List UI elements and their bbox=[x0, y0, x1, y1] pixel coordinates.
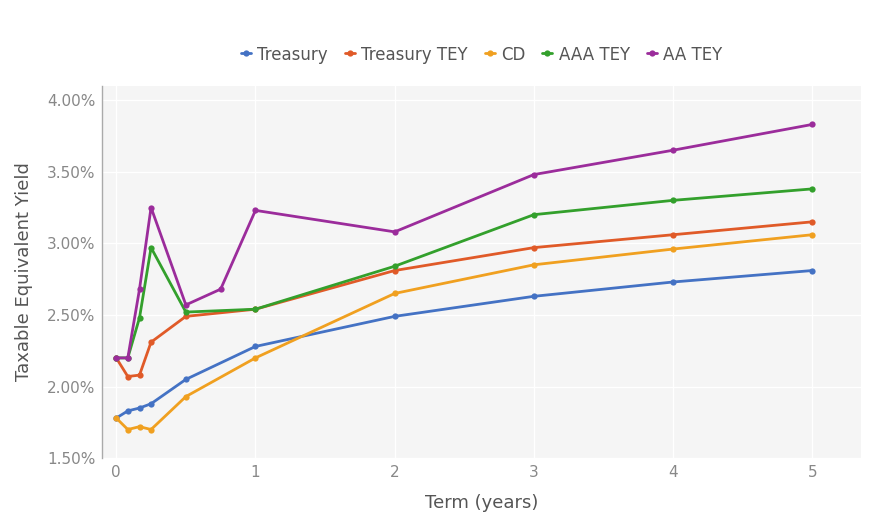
AAA TEY bbox=[111, 355, 122, 361]
Treasury bbox=[807, 267, 817, 274]
AAA TEY bbox=[251, 306, 261, 313]
Treasury bbox=[180, 376, 191, 383]
Treasury TEY bbox=[390, 267, 400, 274]
AA TEY bbox=[123, 355, 133, 361]
Treasury TEY bbox=[180, 313, 191, 319]
AA TEY bbox=[111, 355, 122, 361]
Treasury TEY bbox=[123, 373, 133, 379]
AA TEY bbox=[668, 147, 678, 153]
AA TEY bbox=[251, 207, 261, 213]
CD bbox=[134, 424, 145, 430]
Treasury TEY bbox=[251, 306, 261, 313]
Treasury bbox=[251, 343, 261, 349]
Treasury TEY bbox=[145, 339, 156, 345]
AAA TEY bbox=[390, 263, 400, 269]
AAA TEY bbox=[123, 355, 133, 361]
CD bbox=[123, 426, 133, 433]
AAA TEY bbox=[180, 309, 191, 315]
Y-axis label: Taxable Equivalent Yield: Taxable Equivalent Yield bbox=[15, 162, 33, 382]
CD bbox=[180, 394, 191, 400]
CD bbox=[251, 355, 261, 361]
AA TEY bbox=[807, 121, 817, 128]
Treasury bbox=[145, 401, 156, 407]
Treasury TEY bbox=[807, 219, 817, 225]
AAA TEY bbox=[668, 197, 678, 203]
Line: Treasury: Treasury bbox=[113, 267, 816, 421]
Treasury bbox=[528, 293, 539, 299]
CD bbox=[528, 261, 539, 268]
Treasury bbox=[390, 313, 400, 319]
Treasury bbox=[668, 279, 678, 285]
CD bbox=[111, 415, 122, 421]
AAA TEY bbox=[134, 315, 145, 321]
CD bbox=[145, 426, 156, 433]
Treasury TEY bbox=[111, 355, 122, 361]
AA TEY bbox=[390, 229, 400, 235]
AA TEY bbox=[180, 302, 191, 308]
Legend: Treasury, Treasury TEY, CD, AAA TEY, AA TEY: Treasury, Treasury TEY, CD, AAA TEY, AA … bbox=[241, 46, 723, 64]
Line: AA TEY: AA TEY bbox=[113, 121, 816, 361]
AA TEY bbox=[134, 286, 145, 292]
CD bbox=[807, 231, 817, 238]
AA TEY bbox=[528, 171, 539, 178]
CD bbox=[390, 290, 400, 297]
Line: AAA TEY: AAA TEY bbox=[113, 186, 816, 361]
Treasury TEY bbox=[528, 245, 539, 251]
Treasury bbox=[123, 408, 133, 414]
AAA TEY bbox=[528, 211, 539, 218]
AA TEY bbox=[145, 204, 156, 211]
Treasury TEY bbox=[134, 372, 145, 378]
Treasury bbox=[134, 405, 145, 411]
AAA TEY bbox=[145, 245, 156, 251]
Treasury bbox=[111, 415, 122, 421]
CD bbox=[668, 246, 678, 252]
X-axis label: Term (years): Term (years) bbox=[425, 494, 539, 512]
Line: CD: CD bbox=[113, 231, 816, 433]
AAA TEY bbox=[807, 186, 817, 192]
Treasury TEY bbox=[668, 231, 678, 238]
AA TEY bbox=[215, 286, 226, 292]
Line: Treasury TEY: Treasury TEY bbox=[113, 219, 816, 379]
